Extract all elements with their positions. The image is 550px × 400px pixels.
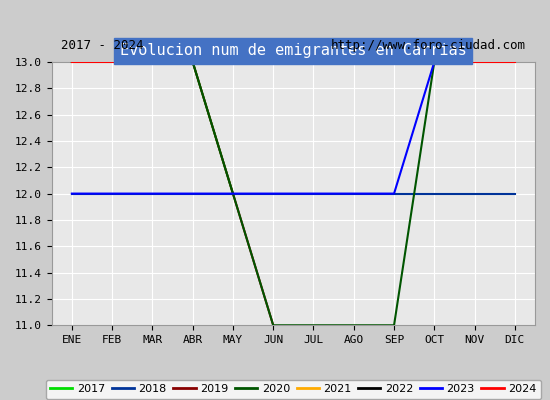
Text: 2017 - 2024: 2017 - 2024 xyxy=(62,40,144,52)
Legend: 2017, 2018, 2019, 2020, 2021, 2022, 2023, 2024: 2017, 2018, 2019, 2020, 2021, 2022, 2023… xyxy=(46,380,541,399)
Title: Evolucion num de emigrantes en Carrias: Evolucion num de emigrantes en Carrias xyxy=(120,43,467,58)
Text: http://www.foro-ciudad.com: http://www.foro-ciudad.com xyxy=(331,40,525,52)
